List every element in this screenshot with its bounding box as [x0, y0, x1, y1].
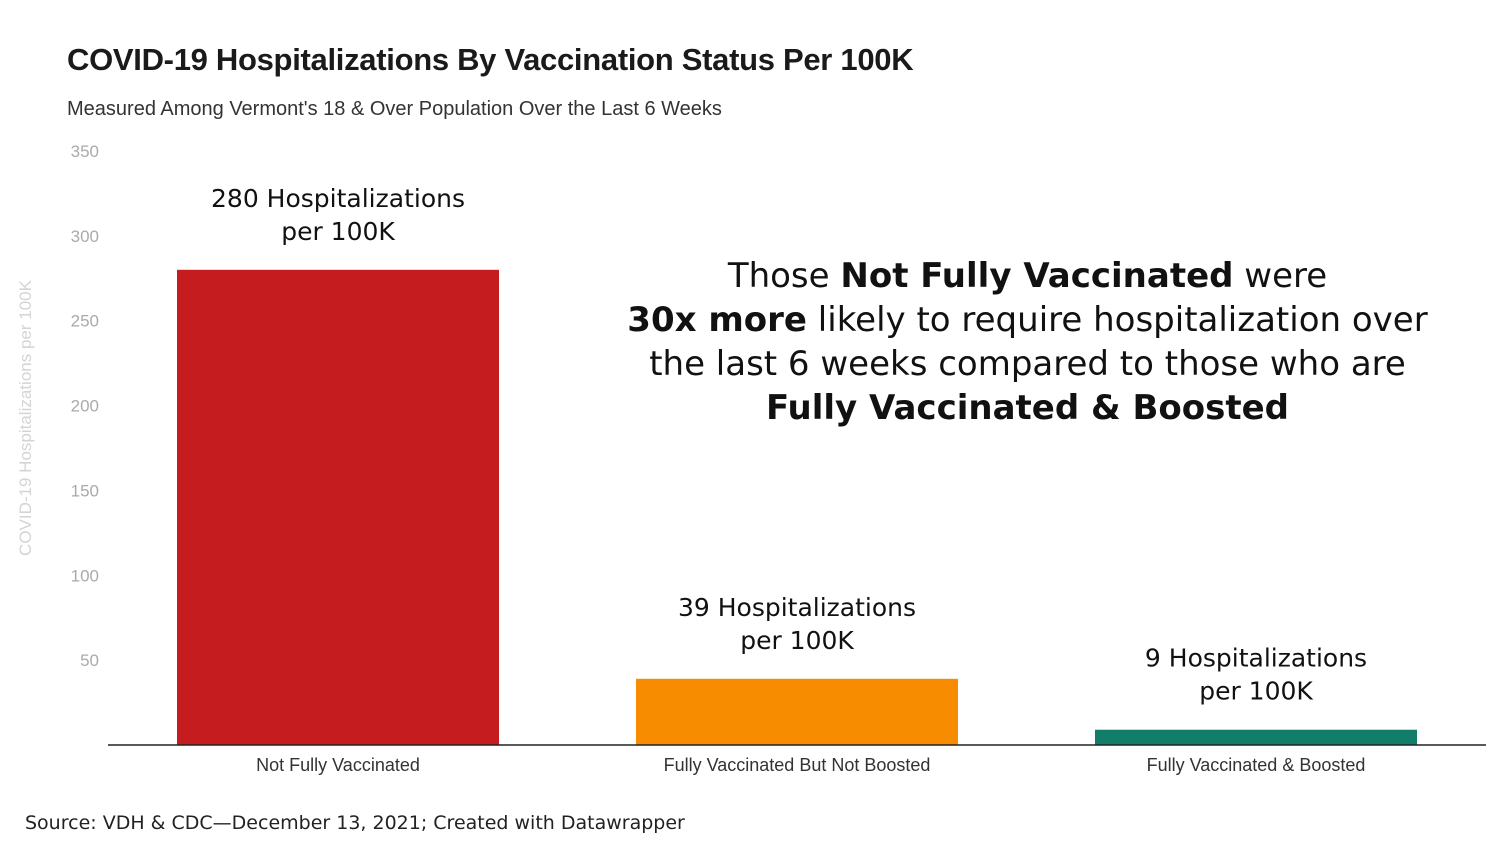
y-tick-label: 150: [71, 481, 99, 500]
callout-line-3: the last 6 weeks compared to those who a…: [649, 344, 1406, 384]
data-label: per 100K: [740, 626, 854, 655]
bar: [636, 678, 958, 745]
data-label: 9 Hospitalizations: [1145, 644, 1367, 673]
x-category-label: Fully Vaccinated & Boosted: [1147, 755, 1366, 775]
data-label: 39 Hospitalizations: [678, 593, 916, 622]
callout-line-4: Fully Vaccinated & Boosted: [765, 388, 1290, 428]
callout-line-1: Those Not Fully Vaccinated were: [727, 256, 1328, 296]
y-tick-label: 350: [71, 142, 99, 161]
source-note: Source: VDH & CDC—December 13, 2021; Cre…: [25, 812, 685, 834]
data-label: per 100K: [1199, 677, 1313, 706]
data-label: 280 Hospitalizations: [211, 184, 465, 213]
x-category-label: Not Fully Vaccinated: [256, 755, 420, 775]
callout-annotation: Those Not Fully Vaccinated were 30x more…: [600, 254, 1455, 430]
x-category-label: Fully Vaccinated But Not Boosted: [664, 755, 931, 775]
y-tick-label: 250: [71, 312, 99, 331]
y-tick-label: 300: [71, 227, 99, 246]
callout-line-2: 30x more likely to require hospitalizati…: [627, 300, 1428, 340]
data-label: per 100K: [281, 217, 395, 246]
chart-title: COVID-19 Hospitalizations By Vaccination…: [67, 42, 914, 77]
y-tick-label: 50: [80, 651, 99, 670]
y-tick-label: 100: [71, 566, 99, 585]
chart-subtitle: Measured Among Vermont's 18 & Over Popul…: [67, 98, 722, 120]
y-tick-label: 200: [71, 397, 99, 416]
bar: [177, 269, 499, 745]
bar: [1095, 729, 1417, 745]
